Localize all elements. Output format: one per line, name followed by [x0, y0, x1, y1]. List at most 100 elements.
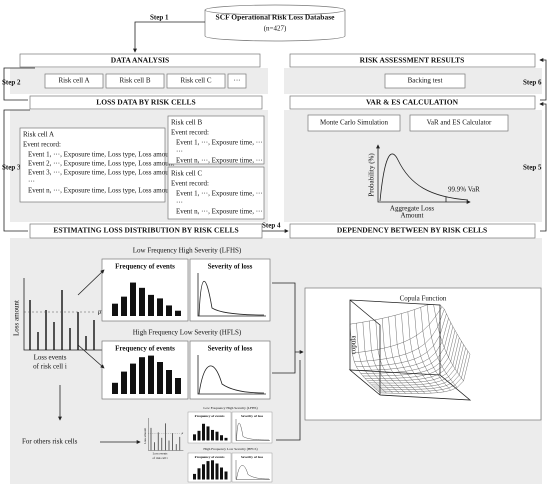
- result-box: [384, 73, 466, 89]
- histogram-bar: [220, 467, 223, 480]
- histogram-bar: [206, 461, 210, 480]
- arrow: [3, 67, 35, 101]
- copula-surface: [348, 299, 472, 401]
- histogram-bar: [193, 434, 196, 441]
- threshold-label: μ: [182, 431, 184, 435]
- step-label: Step 1: [150, 14, 169, 22]
- section-title: LOSS DATA BY RISK CELLS: [96, 98, 195, 107]
- frame: [348, 299, 472, 401]
- distribution-block-mini: Low Frequency High Severity (LFHS) Freque…: [187, 406, 273, 483]
- record-label: Event record:: [23, 141, 61, 149]
- header-box: [29, 95, 263, 110]
- panel-title: Frequency of events: [195, 414, 226, 418]
- axis-label: Loss events: [34, 354, 67, 362]
- histogram-bar: [202, 464, 205, 480]
- cell-box: [167, 166, 265, 220]
- header-box: [289, 53, 536, 68]
- section-title: DEPENDENCY BETWEEN BY RISK CELLS: [337, 226, 487, 235]
- event-line: Event n, ···, Exposure time, ···: [176, 157, 263, 165]
- event-line: Event n, ···, Exposure time, ···: [176, 208, 263, 216]
- panel-title: Frequency of events: [195, 455, 226, 459]
- threshold-label: μ: [98, 308, 102, 316]
- severity-axis: [235, 460, 270, 480]
- event-line: Event 1, ···, Exposure time, Loss type, …: [28, 151, 174, 159]
- axis-label: of risk cell i: [33, 363, 67, 371]
- database: [204, 10, 346, 42]
- histogram-bar: [130, 363, 136, 394]
- axis-label: of risk cell i: [152, 456, 167, 460]
- arrow: [539, 58, 547, 101]
- cell-box: [44, 73, 104, 89]
- axis-label: Probability (%): [368, 153, 376, 197]
- histogram-bar: [139, 357, 145, 394]
- panel-title: Severity of loss: [208, 263, 253, 271]
- histogram-bar: [121, 296, 127, 316]
- method-box: [307, 114, 401, 132]
- histogram-bar: [224, 471, 228, 480]
- block-title: High Frequency Low Severity (HFLS): [203, 447, 258, 451]
- histogram-bar: [121, 371, 127, 394]
- panel-title: Severity of loss: [208, 345, 253, 353]
- axis-label: Aggregate Loss: [390, 205, 434, 213]
- panel-title: Frequency of events: [115, 345, 175, 353]
- histogram-bar: [211, 460, 214, 480]
- result-label: Backing test: [408, 77, 443, 85]
- axis-label: Amount: [401, 212, 424, 220]
- header-box: [19, 53, 261, 68]
- cell-label: Risk cell C: [180, 77, 211, 85]
- arrow: [272, 282, 303, 374]
- database-title: SCF Operational Risk Loss Database: [216, 13, 336, 22]
- axis: [377, 146, 471, 204]
- panel-box: [231, 452, 273, 483]
- axis-label: Loss amount: [143, 428, 147, 444]
- event-line: Event 3, ···, Exposure time, Loss type, …: [28, 169, 174, 177]
- block-title: Low Frequency High Severity (LFHS): [133, 247, 242, 255]
- database-top: [204, 4, 346, 16]
- arrow: [3, 109, 30, 232]
- histogram-bar: [166, 305, 172, 316]
- distribution-block: Low Frequency High Severity (LFHS) Freque…: [101, 247, 271, 400]
- copula-box: [304, 287, 542, 421]
- panel-title: Severity of loss: [241, 414, 264, 418]
- cell-name: Risk cell C: [171, 170, 202, 178]
- cell-name: Risk cell B: [171, 119, 202, 127]
- arrow: [539, 102, 547, 232]
- severity-curve: [236, 465, 270, 480]
- histogram-bar: [215, 431, 219, 441]
- histogram-bar: [211, 429, 214, 441]
- histogram-bar: [202, 423, 205, 441]
- arrow: [133, 21, 205, 53]
- arrow: [77, 269, 105, 296]
- histogram-bar: [220, 435, 223, 441]
- histogram-bar: [157, 298, 163, 316]
- section-title: ESTIMATING LOSS DISTRIBUTION BY RISK CEL…: [53, 226, 238, 235]
- axis-label: Loss events: [153, 452, 169, 456]
- step-label: Step 4: [262, 222, 281, 230]
- arrow: [276, 360, 301, 441]
- panel-box: [189, 258, 271, 322]
- cell-label: Risk cell B: [119, 77, 150, 85]
- event-line: Event 1, ···, Exposure time, ···: [176, 139, 263, 147]
- others-label: For others risk cells: [22, 438, 78, 446]
- axis-label: copula: [350, 335, 358, 355]
- section-title: DATA ANALYSIS: [111, 56, 169, 65]
- histogram-bar: [157, 362, 163, 394]
- event-line: Event 1, ···, Exposure time, ···: [176, 190, 263, 198]
- histogram-bar: [197, 468, 201, 480]
- panel-box: [231, 411, 273, 444]
- event-line: ···: [176, 148, 183, 156]
- histogram-bar: [175, 310, 181, 316]
- event-line: Event 2, ···, Exposure time, Loss type, …: [28, 160, 174, 168]
- event-line: Event n, ···, Exposure time, Loss type, …: [28, 187, 174, 195]
- cell-box: [105, 73, 165, 89]
- histogram-bar: [139, 287, 145, 316]
- section-title: RISK ASSESSMENT RESULTS: [360, 56, 465, 65]
- histogram-bar: [175, 378, 181, 394]
- surface-mesh: [349, 304, 471, 394]
- header-box: [289, 95, 536, 110]
- header-box: [289, 223, 536, 239]
- arrow: [77, 344, 105, 369]
- cell-name: Risk cell A: [23, 131, 54, 139]
